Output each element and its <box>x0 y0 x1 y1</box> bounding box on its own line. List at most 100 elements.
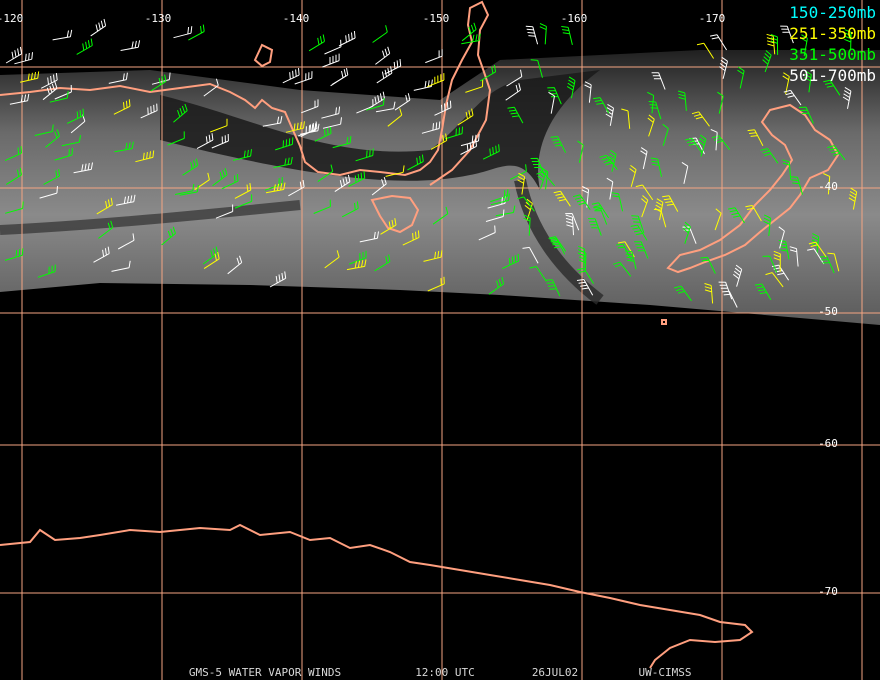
wind-barb <box>612 261 632 277</box>
wind-barb <box>375 101 396 113</box>
wind-barb <box>321 106 341 119</box>
dry-streak <box>0 200 301 235</box>
wind-barb <box>460 133 480 147</box>
tasmania-coast <box>370 194 420 234</box>
wind-barb <box>516 196 535 212</box>
wind-barb <box>548 91 555 114</box>
wind-barb <box>173 103 188 123</box>
wind-barb <box>111 260 131 272</box>
wind-barb <box>488 276 505 295</box>
wind-barb <box>635 184 654 201</box>
wind-barb <box>282 68 300 84</box>
wind-barb <box>196 133 214 150</box>
wind-barb <box>301 99 319 114</box>
wind-barb <box>45 129 60 148</box>
longitude-label: -170 <box>699 12 726 25</box>
longitude-label: -140 <box>283 12 310 25</box>
antarctica-coast <box>0 523 754 669</box>
wind-barb <box>629 165 637 188</box>
wind-barb <box>430 133 448 150</box>
wind-barb <box>317 164 334 183</box>
wind-barb <box>549 237 566 255</box>
wind-barb <box>54 147 73 161</box>
wind-barb <box>599 154 618 170</box>
wind-barb <box>135 150 155 163</box>
wind-barb <box>584 81 592 103</box>
wind-barb <box>457 108 474 126</box>
wind-barb <box>96 197 113 215</box>
footer-text: UW-CIMSS <box>639 666 692 679</box>
wind-barb <box>54 84 72 100</box>
wind-barb <box>359 231 379 243</box>
wind-barb <box>98 220 114 239</box>
wind-barb <box>179 184 199 196</box>
wind-barb <box>332 136 352 149</box>
latitude-label: -40 <box>818 180 838 193</box>
wind-barb <box>371 176 387 196</box>
wind-barb <box>90 18 107 37</box>
wind-barb <box>691 111 710 127</box>
wind-barb <box>76 38 93 55</box>
wind-barb <box>565 213 580 231</box>
wind-barb <box>374 254 391 272</box>
wind-barb <box>376 66 393 84</box>
wind-barb <box>747 129 764 147</box>
wind-barb <box>221 174 239 190</box>
wind-barb <box>798 106 814 124</box>
australia-coast <box>0 0 492 186</box>
footer-text: 26JUL02 <box>532 666 578 679</box>
labels: -120 -130 -140 -150 -160 -170 -40 -50 -60 -70 150-… <box>0 3 876 679</box>
wind-barb <box>490 189 509 203</box>
wind-barb <box>745 205 762 222</box>
wind-barb <box>40 73 58 89</box>
wind-barb <box>322 117 342 129</box>
wind-barb <box>227 255 243 275</box>
wind-barb <box>728 207 745 224</box>
wind-barb <box>577 140 584 163</box>
wind-barb <box>212 168 228 187</box>
legend-entry: 501-700mb <box>789 66 876 85</box>
wind-barb <box>827 252 840 272</box>
footer-text: 12:00 UTC <box>415 666 475 679</box>
dry-slot <box>160 70 600 190</box>
wind-barb <box>314 126 332 142</box>
wind-barb <box>394 93 411 111</box>
wind-barb <box>380 218 397 235</box>
wind-barb <box>539 23 547 45</box>
wind-barb <box>502 253 520 269</box>
wind-barb <box>194 172 210 191</box>
wind-barb <box>37 264 56 278</box>
wind-barb <box>524 198 533 221</box>
wind-barb <box>413 79 433 91</box>
longitude-label: -120 <box>0 12 23 25</box>
wind-barb <box>120 40 141 51</box>
wind-barb <box>507 106 524 124</box>
wind-barb <box>577 245 586 268</box>
wind-barb <box>523 214 531 236</box>
wind-barb <box>402 230 420 246</box>
wind-barb <box>73 162 93 174</box>
wind-barb <box>737 66 745 89</box>
wind-barb <box>510 164 527 180</box>
wind-barb <box>605 103 614 126</box>
wind-barb <box>593 97 610 114</box>
wind-barb <box>682 221 691 244</box>
wind-barb <box>234 194 253 209</box>
wind-barb <box>9 93 30 105</box>
wind-barb <box>265 182 286 194</box>
wind-barb <box>460 139 477 155</box>
wind-barb <box>525 25 539 45</box>
wind-barb <box>547 87 562 105</box>
wind-barb <box>790 176 803 195</box>
wind-barb <box>647 114 655 137</box>
wind-barb <box>696 42 715 59</box>
wind-barb <box>461 33 481 45</box>
legend-entry: 150-250mb <box>789 3 876 22</box>
wind-barb <box>210 118 228 133</box>
wind-barb <box>215 204 234 219</box>
wind-barb <box>710 128 718 151</box>
islet <box>661 319 667 325</box>
wind-barb <box>202 246 219 265</box>
wind-barb <box>624 250 637 270</box>
wind-barb <box>576 279 594 296</box>
